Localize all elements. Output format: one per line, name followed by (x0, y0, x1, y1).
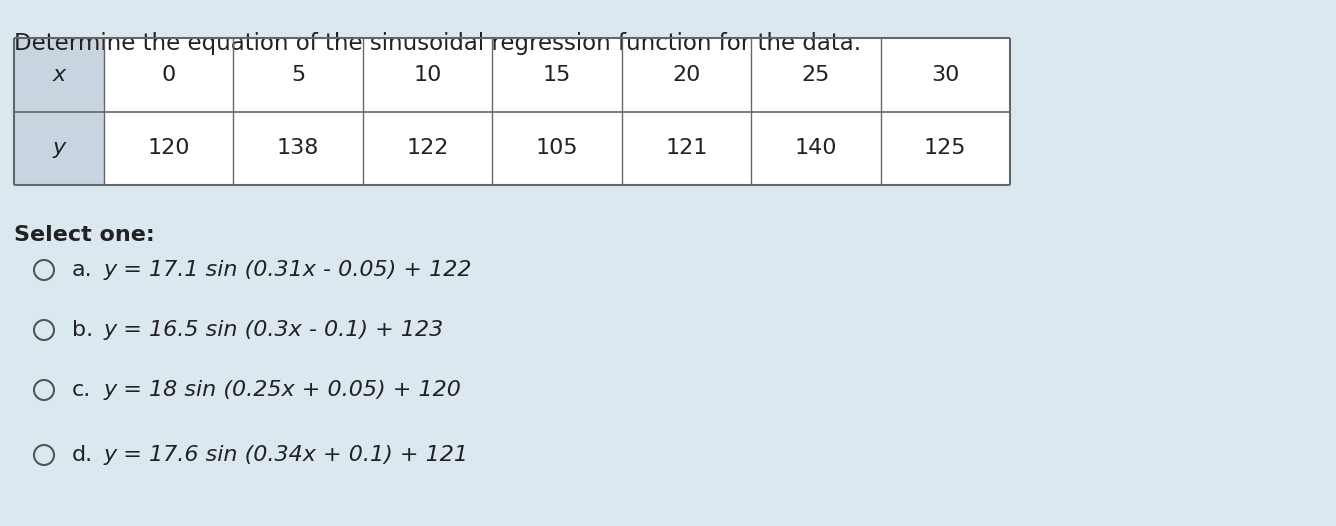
Text: 121: 121 (665, 138, 708, 158)
Text: 105: 105 (536, 138, 578, 158)
Text: y = 17.6 sin (0.34x + 0.1) + 121: y = 17.6 sin (0.34x + 0.1) + 121 (104, 445, 469, 465)
Text: d.: d. (72, 445, 94, 465)
Text: 0: 0 (162, 65, 176, 85)
Text: y: y (52, 138, 65, 158)
Text: 25: 25 (802, 65, 830, 85)
Text: y = 17.1 sin (0.31x - 0.05) + 122: y = 17.1 sin (0.31x - 0.05) + 122 (104, 260, 473, 280)
Bar (492, 112, 621, 185)
Bar (363, 112, 492, 185)
Bar (621, 38, 751, 112)
Text: 120: 120 (147, 138, 190, 158)
Bar (751, 112, 880, 185)
Bar (621, 112, 751, 185)
Text: x: x (52, 65, 65, 85)
Bar (234, 38, 363, 112)
Bar (880, 112, 1010, 185)
Text: 15: 15 (542, 65, 572, 85)
Text: 30: 30 (931, 65, 959, 85)
Text: b.: b. (72, 320, 94, 340)
Text: 5: 5 (291, 65, 305, 85)
Bar (104, 112, 234, 185)
Text: c.: c. (72, 380, 91, 400)
Text: a.: a. (72, 260, 92, 280)
Bar (492, 38, 621, 112)
Text: y = 18 sin (0.25x + 0.05) + 120: y = 18 sin (0.25x + 0.05) + 120 (104, 380, 462, 400)
Bar (234, 112, 363, 185)
Bar (104, 38, 234, 112)
Bar (363, 38, 492, 112)
Bar (13, 112, 104, 185)
Text: 125: 125 (925, 138, 966, 158)
Text: 140: 140 (795, 138, 838, 158)
Text: 138: 138 (277, 138, 319, 158)
Text: y = 16.5 sin (0.3x - 0.1) + 123: y = 16.5 sin (0.3x - 0.1) + 123 (104, 320, 445, 340)
Text: 122: 122 (406, 138, 449, 158)
Text: Select one:: Select one: (13, 225, 155, 245)
Bar (880, 38, 1010, 112)
Text: 10: 10 (413, 65, 442, 85)
Bar (13, 38, 104, 112)
Bar (751, 38, 880, 112)
Text: Determine the equation of the sinusoidal regression function for the data.: Determine the equation of the sinusoidal… (13, 32, 862, 55)
Text: 20: 20 (672, 65, 700, 85)
